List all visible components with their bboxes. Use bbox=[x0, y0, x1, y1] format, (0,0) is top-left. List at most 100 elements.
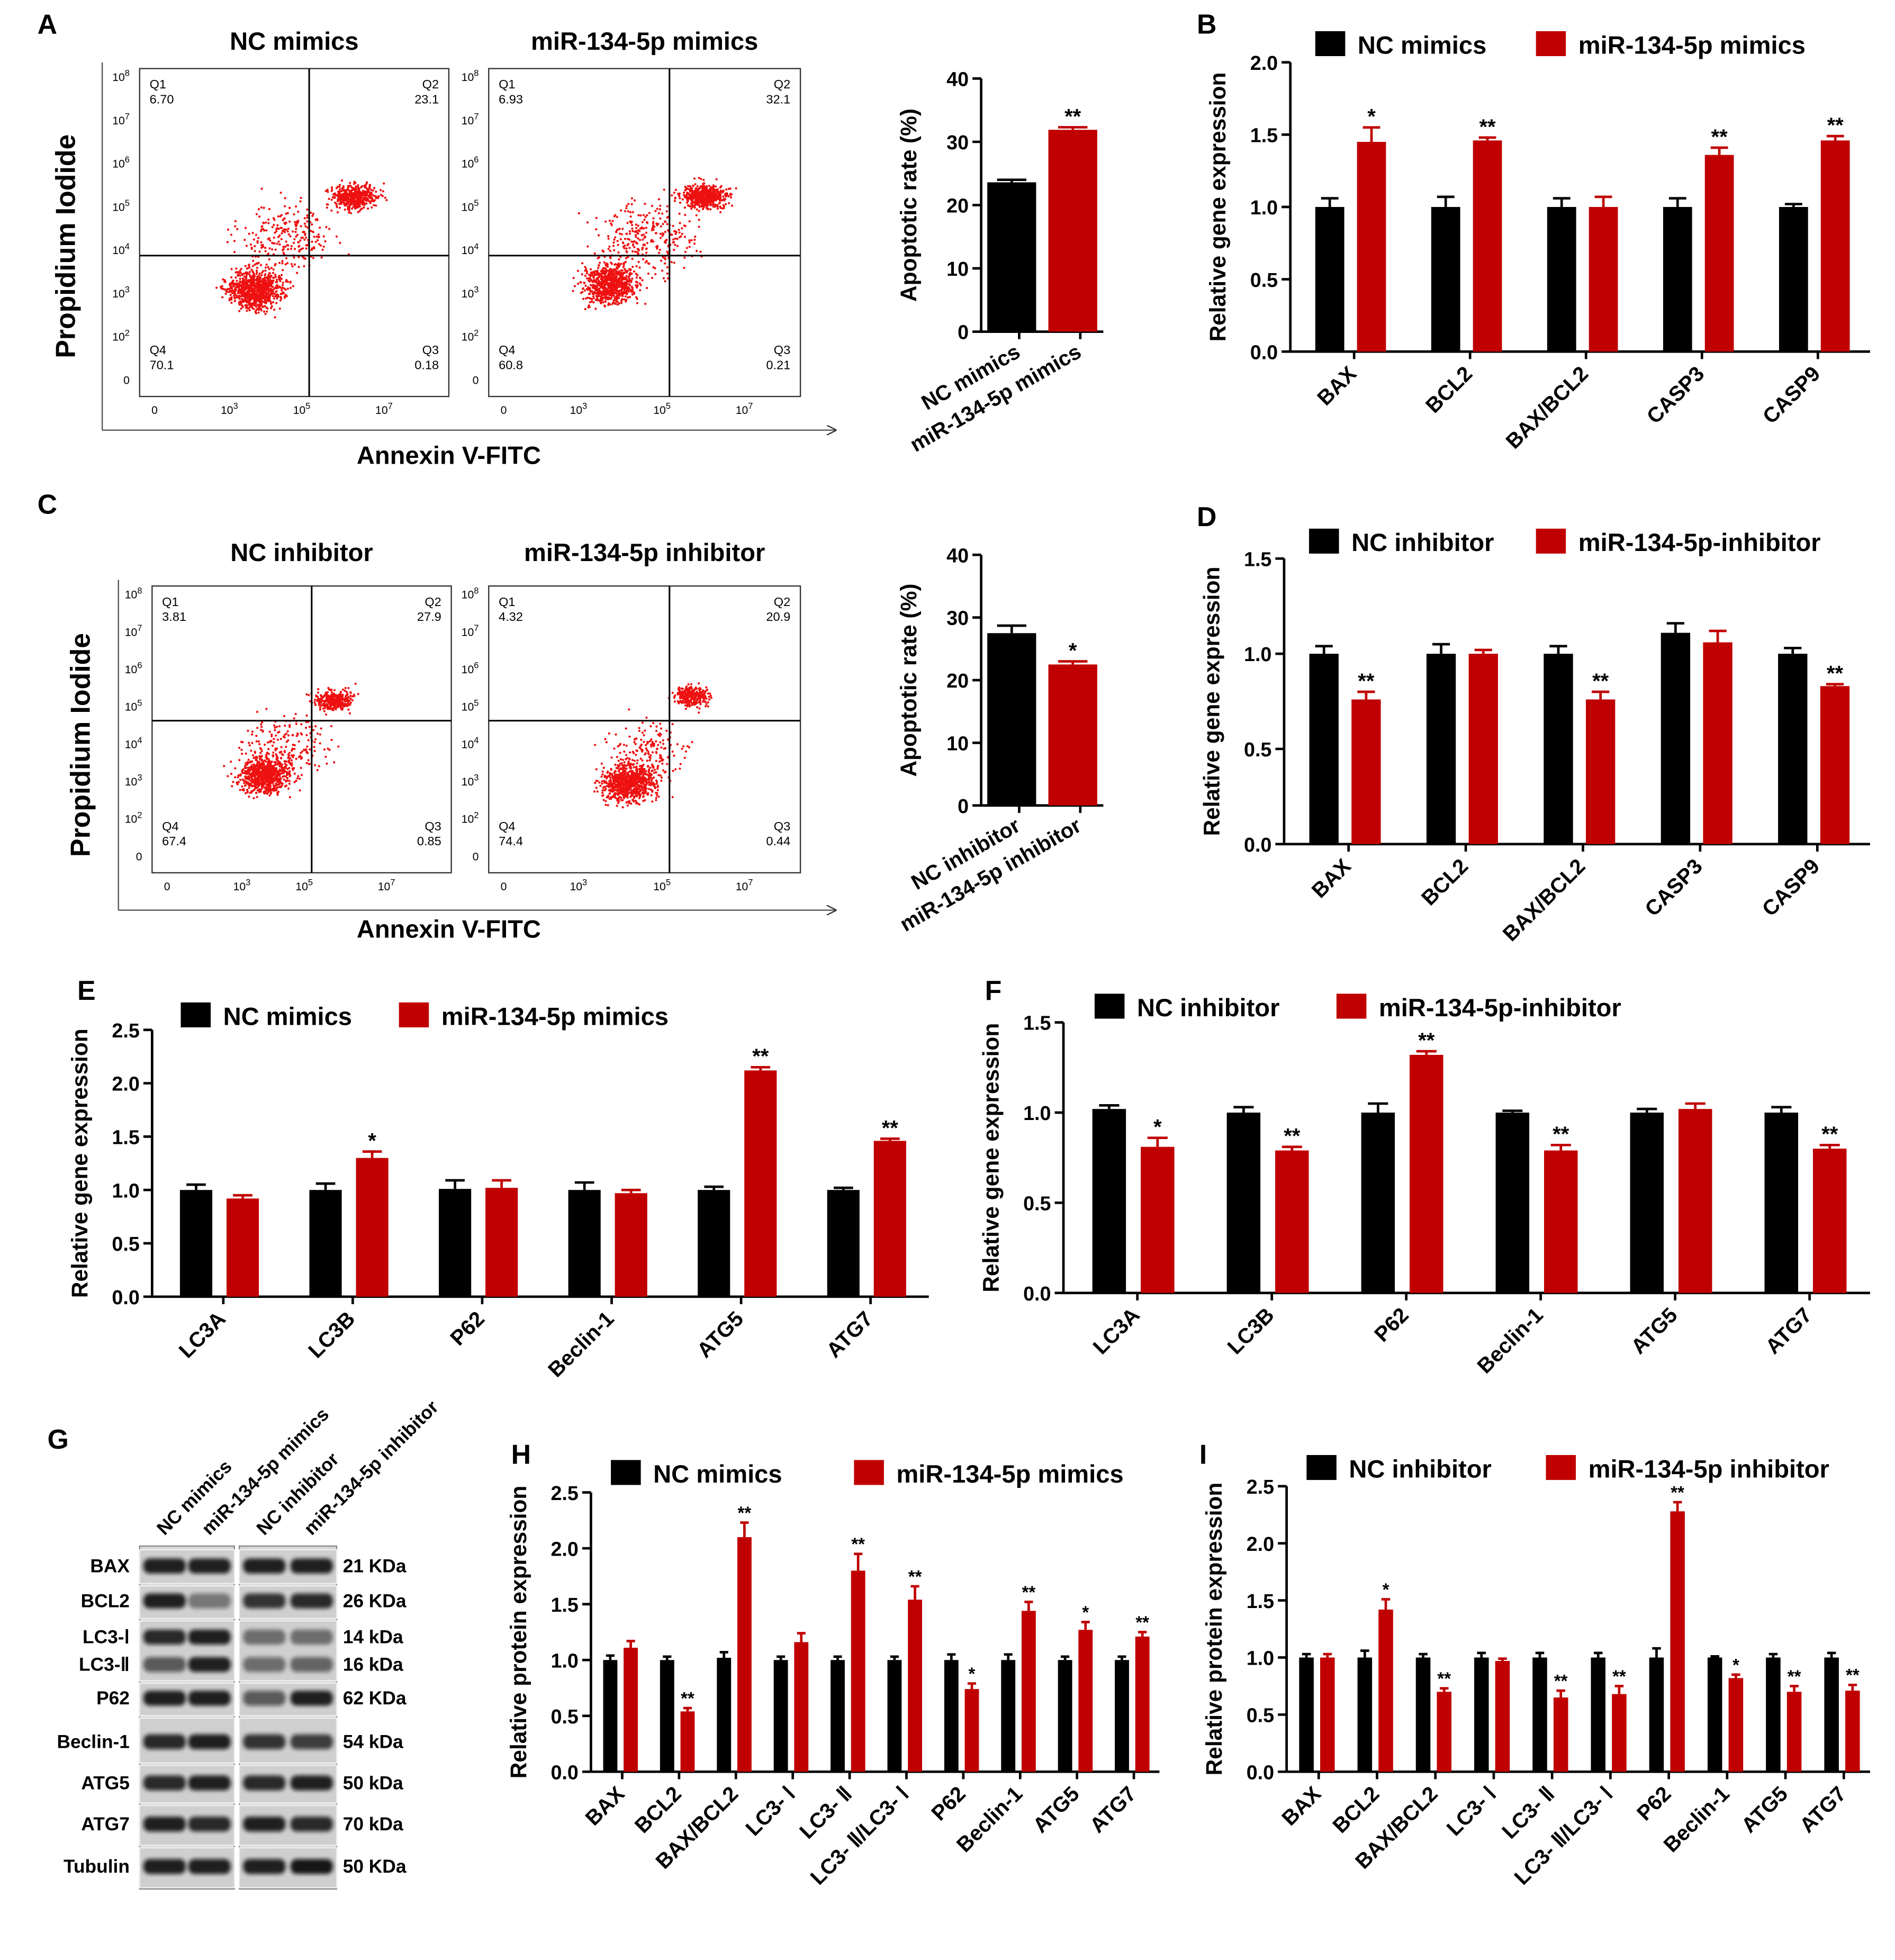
event-dot bbox=[725, 188, 728, 191]
event-dot bbox=[643, 219, 646, 221]
event-dot bbox=[245, 293, 247, 296]
event-dot bbox=[586, 245, 589, 248]
event-dot bbox=[238, 310, 241, 312]
event-dot bbox=[336, 699, 339, 702]
event-dot bbox=[267, 266, 269, 268]
axis-tick-label: 104 bbox=[125, 736, 142, 751]
tick-exponent: 6 bbox=[474, 155, 479, 165]
event-dot bbox=[664, 262, 666, 265]
event-dot bbox=[255, 305, 258, 308]
event-dot bbox=[648, 212, 651, 214]
event-dot bbox=[584, 274, 587, 277]
event-dot bbox=[251, 265, 255, 267]
event-dot bbox=[304, 233, 306, 236]
event-dot bbox=[265, 229, 268, 232]
event-dot bbox=[248, 280, 251, 283]
event-dot bbox=[629, 215, 632, 218]
event-dot bbox=[596, 286, 599, 289]
event-dot bbox=[645, 227, 648, 229]
event-dot bbox=[261, 270, 265, 273]
event-dot bbox=[232, 279, 234, 282]
event-dot bbox=[293, 213, 295, 216]
event-dot bbox=[357, 189, 360, 192]
tick-base: 0 bbox=[501, 404, 507, 417]
event-dot bbox=[243, 239, 246, 241]
event-dot bbox=[282, 754, 284, 756]
event-dot bbox=[305, 762, 308, 764]
event-dot bbox=[263, 743, 266, 746]
event-dot bbox=[712, 205, 715, 208]
event-dot bbox=[285, 280, 287, 283]
event-dot bbox=[288, 770, 291, 773]
event-dot bbox=[624, 238, 627, 240]
event-dot bbox=[260, 284, 263, 286]
event-dot bbox=[610, 222, 612, 225]
event-dot bbox=[683, 266, 685, 269]
tick-base: 10 bbox=[462, 288, 474, 300]
event-dot bbox=[666, 216, 669, 219]
event-dot bbox=[572, 277, 575, 279]
event-dot bbox=[610, 294, 613, 297]
event-dot bbox=[353, 203, 355, 206]
event-dot bbox=[678, 195, 681, 197]
event-dot bbox=[246, 789, 249, 791]
event-dot bbox=[269, 302, 272, 304]
axis-tick-label: 103 bbox=[233, 878, 251, 892]
axis-tick-label: 102 bbox=[112, 328, 130, 343]
event-dot bbox=[270, 760, 273, 763]
event-dot bbox=[315, 218, 319, 220]
event-dot bbox=[371, 206, 373, 209]
event-dot bbox=[247, 301, 250, 304]
event-dot bbox=[254, 770, 257, 773]
event-dot bbox=[259, 775, 262, 778]
event-dot bbox=[295, 235, 297, 238]
event-dot bbox=[247, 295, 250, 297]
event-dot bbox=[300, 723, 303, 726]
event-dot bbox=[258, 285, 261, 287]
event-dot bbox=[256, 760, 258, 762]
event-dot bbox=[261, 760, 264, 763]
event-dot bbox=[297, 219, 300, 222]
event-dot bbox=[576, 269, 580, 272]
event-dot bbox=[261, 280, 264, 283]
event-dot bbox=[230, 276, 233, 279]
event-dot bbox=[319, 694, 322, 697]
event-dot bbox=[350, 189, 354, 192]
tick-exponent: 2 bbox=[137, 810, 142, 820]
event-dot bbox=[634, 234, 637, 237]
x-axis-label: Annexin V-FITC bbox=[357, 915, 541, 943]
event-dot bbox=[238, 746, 241, 749]
event-dot bbox=[678, 231, 681, 234]
tick-base: 10 bbox=[112, 201, 125, 213]
event-dot bbox=[250, 733, 254, 736]
event-dot bbox=[617, 265, 620, 268]
event-dot bbox=[266, 295, 269, 298]
axis-tick-label: 102 bbox=[125, 810, 142, 825]
event-dot bbox=[282, 251, 285, 254]
event-dot bbox=[672, 238, 675, 241]
event-dot bbox=[244, 297, 247, 300]
axis-tick-label: 105 bbox=[653, 402, 671, 417]
event-dot bbox=[310, 248, 313, 251]
event-dot bbox=[233, 300, 237, 302]
event-dot bbox=[355, 203, 358, 206]
event-dot bbox=[280, 746, 283, 748]
event-dot bbox=[352, 205, 355, 208]
event-dot bbox=[678, 212, 681, 215]
event-dot bbox=[254, 250, 256, 252]
event-dot bbox=[326, 188, 329, 191]
event-dot bbox=[278, 768, 281, 771]
event-dot bbox=[285, 745, 287, 748]
event-dot bbox=[273, 297, 275, 300]
event-dot bbox=[619, 281, 622, 284]
event-dot bbox=[260, 272, 264, 274]
tick-base: 10 bbox=[736, 404, 748, 417]
event-dot bbox=[246, 282, 249, 284]
event-dot bbox=[383, 182, 385, 185]
event-dot bbox=[323, 748, 326, 751]
event-dot bbox=[247, 742, 250, 744]
quadrant-value: 6.93 bbox=[499, 93, 523, 106]
event-dot bbox=[337, 191, 340, 193]
event-dot bbox=[357, 211, 359, 213]
